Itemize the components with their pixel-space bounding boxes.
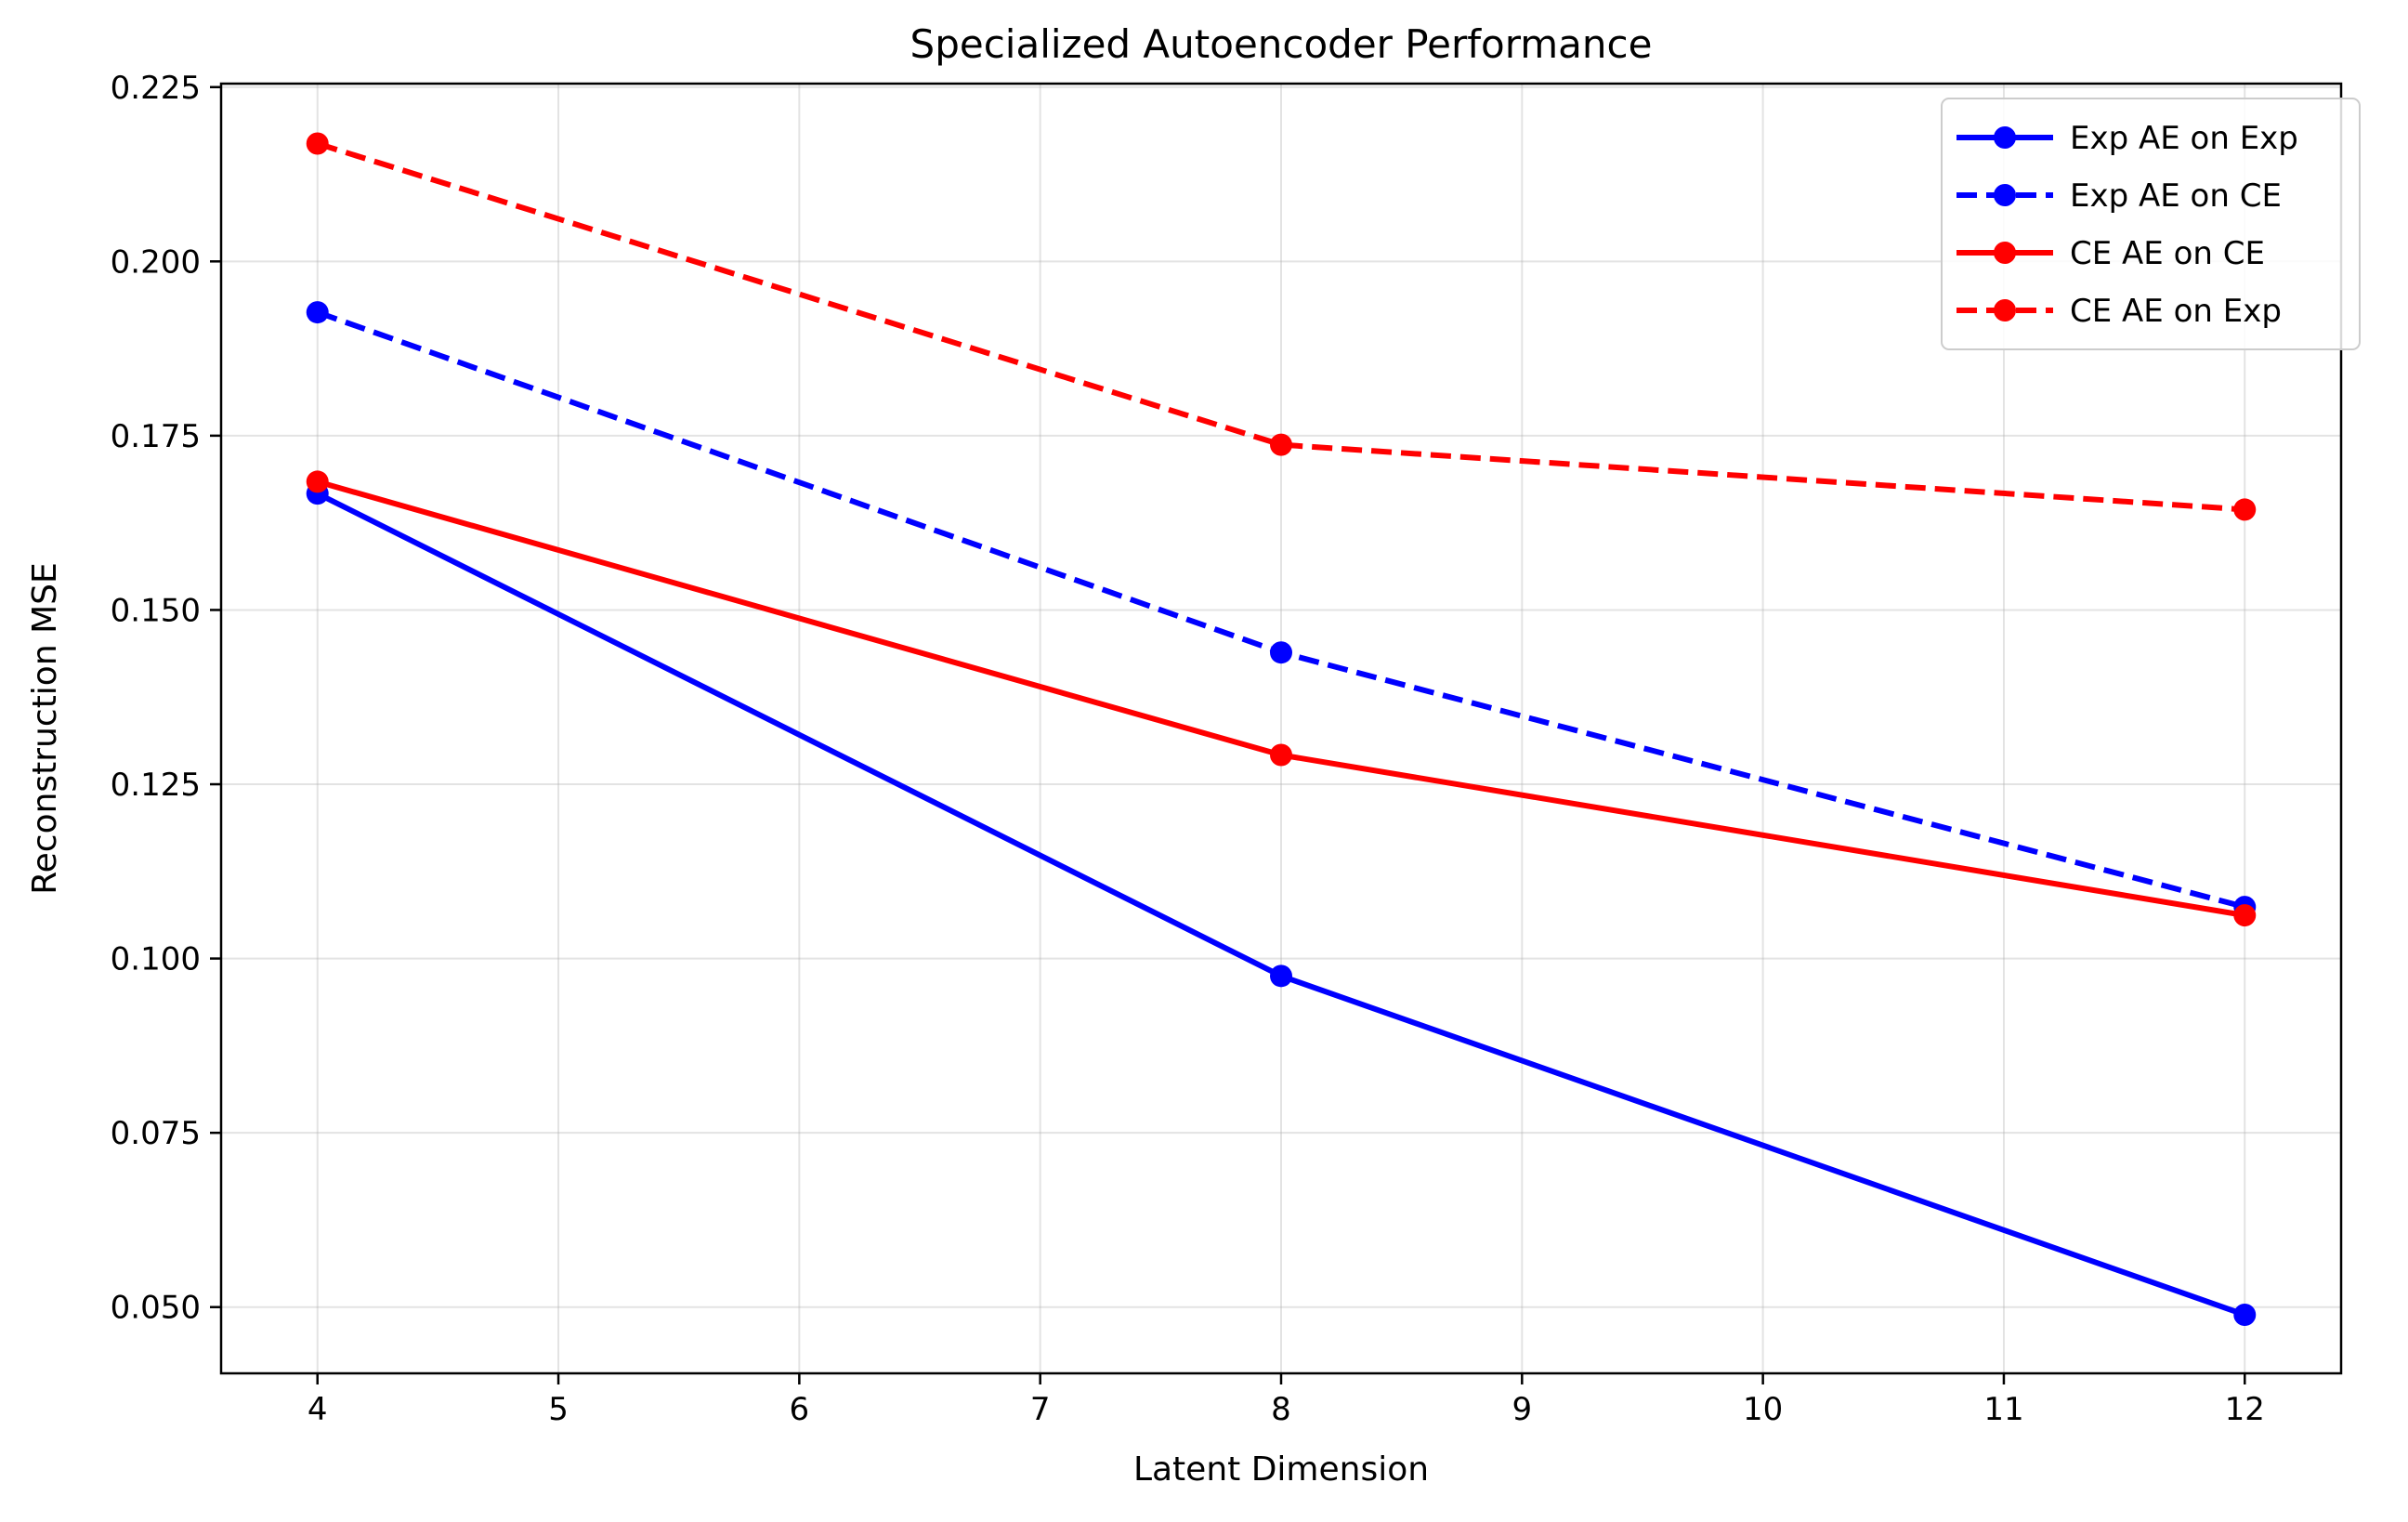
- legend: Exp AE on Exp Exp AE on CE CE AE on CE CE A…: [1941, 98, 2361, 350]
- x-axis-label: Latent Dimension: [1133, 1450, 1429, 1489]
- legend-marker: [1994, 299, 2016, 321]
- x-tick-label: 7: [1030, 1391, 1051, 1428]
- y-tick-label: 0.200: [111, 243, 201, 281]
- legend-marker: [1994, 184, 2016, 206]
- legend-label: Exp AE on CE: [2070, 177, 2282, 215]
- x-tick-label: 4: [308, 1391, 328, 1428]
- legend-marker: [1994, 126, 2016, 149]
- y-tick-label: 0.225: [111, 70, 201, 107]
- data-point: [306, 132, 329, 155]
- x-tick-label: 8: [1271, 1391, 1291, 1428]
- x-tick-label: 9: [1512, 1391, 1532, 1428]
- y-axis-label: Reconstruction MSE: [26, 562, 64, 895]
- y-tick-label: 0.175: [111, 418, 201, 455]
- x-tick-label: 10: [1743, 1391, 1783, 1428]
- data-point: [1270, 641, 1292, 664]
- data-point: [2233, 498, 2257, 521]
- chart-title: Specialized Autoencoder Performance: [910, 21, 1653, 67]
- series-line-3: [316, 140, 2245, 513]
- series-lines: [306, 132, 2257, 1326]
- legend-marker: [1994, 242, 2016, 264]
- data-point: [1270, 964, 1292, 988]
- axis-ticks: 4 5 6 7 8 9 10 11 12 0.050 0.075 0.100 0.125 0.150 0.1…: [111, 70, 2265, 1428]
- legend-box: [1941, 98, 2361, 350]
- legend-label: CE AE on Exp: [2070, 293, 2282, 330]
- y-tick-label: 0.150: [111, 592, 201, 629]
- x-tick-label: 11: [1983, 1391, 2023, 1428]
- y-tick-label: 0.050: [111, 1290, 201, 1327]
- x-tick-label: 12: [2225, 1391, 2265, 1428]
- data-point: [2233, 1303, 2257, 1326]
- y-tick-label: 0.100: [111, 941, 201, 978]
- legend-label: Exp AE on Exp: [2070, 120, 2298, 157]
- data-point: [306, 301, 329, 324]
- x-tick-label: 6: [790, 1391, 810, 1428]
- legend-label: CE AE on CE: [2070, 235, 2265, 272]
- data-point: [2233, 904, 2257, 927]
- data-point: [1270, 433, 1292, 456]
- y-tick-label: 0.125: [111, 767, 201, 804]
- y-tick-label: 0.075: [111, 1115, 201, 1152]
- x-tick-label: 5: [548, 1391, 569, 1428]
- data-point: [1270, 743, 1292, 767]
- data-point: [306, 470, 329, 493]
